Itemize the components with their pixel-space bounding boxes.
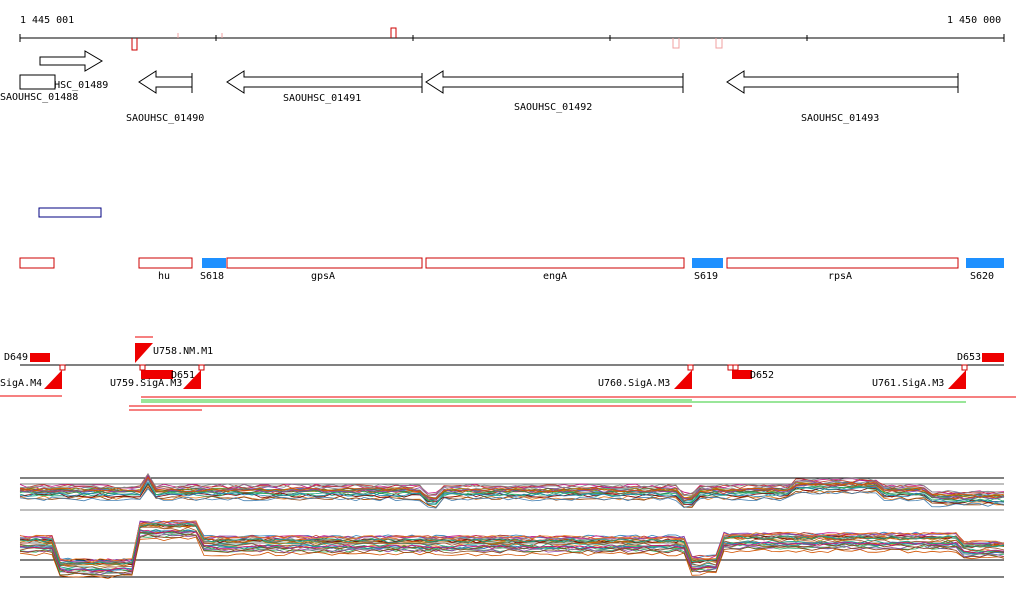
upshift-u758-nm-m1[interactable]: U758.NM.M1 [135,336,213,363]
annotation-rpsa[interactable]: rpsA [726,257,959,282]
expression-line [19,476,1005,499]
gene-saouhsc-01489[interactable]: SAOUHSC_01489 [30,50,108,91]
segment-label: S619 [694,271,718,282]
expression-line [19,478,1005,504]
expression-line [19,522,1005,565]
downshift-label: D653 [957,352,981,363]
downshift-d653[interactable]: D653 [957,352,1004,363]
upshift-label: U761.SigA.M3 [872,378,944,389]
expression-line [19,519,1005,563]
expression-line [19,473,1005,496]
coordinate-ruler: 1 445 001 1 450 000 [19,15,1005,51]
upshift-label: U759.SigA.M3 [110,378,182,389]
gene-saouhsc-01493[interactable]: SAOUHSC_01493 [726,70,959,124]
gene-label: SAOUHSC_01490 [126,113,204,124]
annotation-hu[interactable]: hu [138,257,193,282]
expression-line [19,520,1005,563]
segment-s618[interactable]: S618 [200,258,226,282]
segment-s620[interactable]: S620 [966,258,1004,282]
downshift-d651[interactable]: D651 [141,370,195,381]
annotation-label: rpsA [828,271,852,282]
annotation-enga[interactable]: engA [425,257,685,282]
downshift-d649[interactable]: D649 [4,352,50,363]
gene-saouhsc-01492[interactable]: SAOUHSC_01492 [425,70,684,113]
gene-saouhsc-01488[interactable]: SAOUHSC_01488 [0,74,78,103]
expression-line [19,526,1005,570]
ruler-marks [131,27,723,51]
gene-saouhsc-01491[interactable]: SAOUHSC_01491 [226,70,423,104]
annotation-label: hu [158,271,170,282]
feature-track: D649 D651 D652 D653 SigA.M4 [0,336,1016,411]
annotation-label: gpsA [311,271,335,282]
downshift-d652[interactable]: D652 [732,370,774,381]
expression-line [19,523,1005,566]
annotation-gpsa[interactable]: gpsA [226,257,423,282]
ruler-end-label: 1 450 000 [947,15,1001,26]
upshift-u759-siga-m3[interactable]: U759.SigA.M3 [110,370,201,389]
upshift-label: SigA.M4 [0,378,42,389]
downshift-label: D651 [171,370,195,381]
annotation-track: hu S618 gpsA engA S619 rpsA S620 [19,257,1004,282]
gene-track: SAOUHSC_01489 SAOUHSC_01488 SAOUHSC_0149… [0,50,959,124]
expression-line [19,534,1005,577]
gene-saouhsc-01490[interactable]: SAOUHSC_01490 [126,70,204,124]
annotation-label: engA [543,271,567,282]
segment-s619[interactable]: S619 [692,258,723,282]
upshift-u760-siga-m3[interactable]: U760.SigA.M3 [598,370,692,389]
expression-line [19,532,1005,574]
expression-line [19,536,1005,579]
annotation-box[interactable] [19,257,55,269]
feature-markers [59,364,968,371]
expression-line [19,473,1005,496]
expression-line [19,482,1005,505]
gene-label: SAOUHSC_01488 [0,92,78,103]
ruler-start-label: 1 445 001 [20,15,74,26]
upshift-siga-m4[interactable]: SigA.M4 [0,370,62,389]
segment-label: S620 [970,271,994,282]
gene-label: SAOUHSC_01491 [283,93,361,104]
segment-label: S618 [200,271,224,282]
expression-line [19,488,1005,509]
expression-track [19,473,1005,579]
region-box[interactable] [38,207,102,218]
expression-line [19,531,1005,574]
span-lines [0,395,1016,411]
downshift-label: D652 [750,370,774,381]
expression-line [19,476,1005,500]
gene-label: SAOUHSC_01489 [30,80,108,91]
upshift-label: U758.NM.M1 [153,346,213,357]
expression-line [19,486,1005,508]
upshift-u761-siga-m3[interactable]: U761.SigA.M3 [872,370,966,389]
gene-label: SAOUHSC_01493 [801,113,879,124]
gene-label: SAOUHSC_01492 [514,102,592,113]
downshift-label: D649 [4,352,28,363]
expression-lines [19,473,1005,579]
expression-line [19,481,1005,505]
ruler-ticks [19,34,1005,42]
expression-line [19,529,1005,573]
upshift-label: U760.SigA.M3 [598,378,670,389]
